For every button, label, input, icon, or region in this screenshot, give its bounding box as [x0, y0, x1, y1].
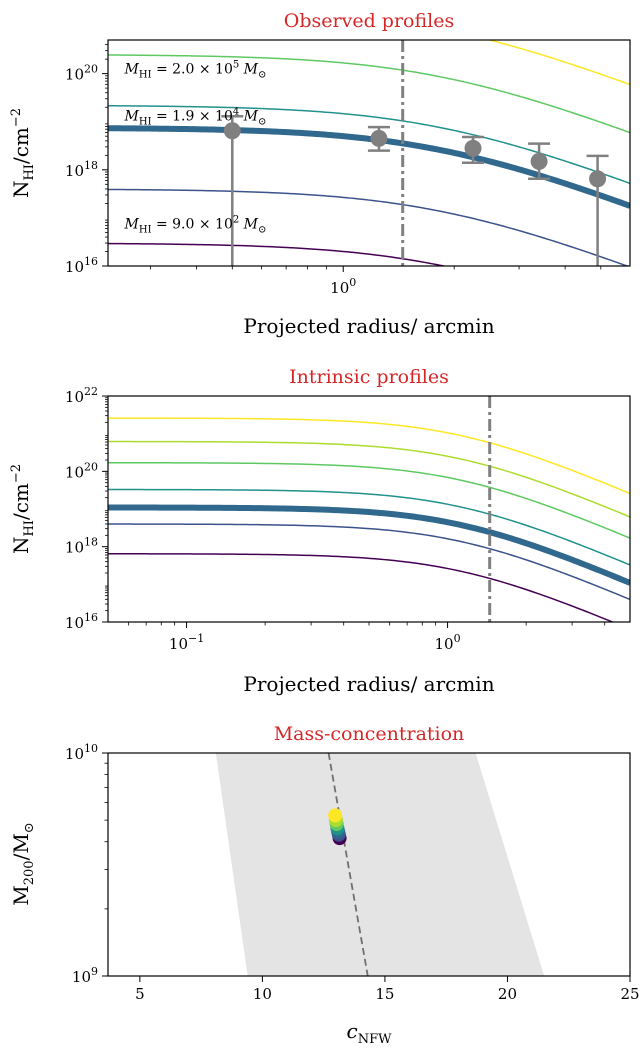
plot-area — [108, 40, 630, 266]
data-point-2 — [370, 129, 388, 147]
x-axis-label: Projected radius/ arcmin — [243, 314, 494, 338]
data-point-1 — [223, 122, 241, 140]
plot-area — [108, 396, 630, 622]
y-tick-label: 1010 — [65, 742, 98, 763]
scatter-point-7 — [328, 808, 343, 823]
y-axis-label: M200/M⊙ — [9, 822, 37, 905]
x-axis-label: Projected radius/ arcmin — [243, 672, 494, 696]
y-tick-label: 1018 — [65, 536, 98, 557]
profile-line-7 — [108, 417, 630, 495]
y-axis-label: NHI/cm−2 — [9, 464, 37, 554]
panel-mass-concentration: Mass-concentration 5 10 15 20 25 109 1010 cNFW… — [9, 723, 640, 1047]
y-tick-label: 1020 — [65, 63, 98, 84]
chart-title: Intrinsic profiles — [289, 366, 449, 388]
x-tick-label: 5 — [135, 985, 145, 1003]
x-tick-label: 20 — [498, 985, 517, 1003]
axis-ticks: 5 10 15 20 25 109 1010 — [65, 742, 640, 1003]
y-tick-label: 1022 — [65, 385, 98, 406]
profile-line-6 — [486, 40, 630, 86]
y-axis-label: NHI/cm−2 — [9, 108, 37, 198]
mass-concentration-relation — [327, 753, 369, 976]
x-tick-label: 10 — [253, 985, 272, 1003]
data-point-3 — [464, 139, 482, 157]
data-point-5 — [589, 170, 607, 188]
y-tick-label: 109 — [72, 965, 98, 986]
mass-annotation-1: MHI = 2.0 × 105 M⊙ — [124, 60, 267, 81]
annotations: MHI = 2.0 × 105 M⊙ MHI = 1.9 × 104 M⊙ MHI … — [124, 60, 267, 236]
chart-title: Observed profiles — [284, 10, 454, 32]
profile-line-4 — [108, 488, 630, 566]
x-tick-label: 100 — [330, 276, 356, 297]
scatter-band — [215, 753, 545, 976]
profile-line-3 — [108, 504, 630, 586]
plot-frame — [107, 752, 631, 977]
x-axis-label: cNFW — [347, 1019, 393, 1047]
mass-annotation-3: MHI = 9.0 × 102 M⊙ — [124, 215, 267, 236]
x-tick-label: 10−1 — [169, 632, 204, 653]
data-point-4 — [530, 152, 548, 170]
profile-line-1 — [108, 553, 615, 622]
y-tick-label: 1018 — [65, 159, 98, 180]
y-tick-label: 1016 — [65, 255, 98, 276]
x-tick-label: 15 — [375, 985, 394, 1003]
profile-line-3 — [108, 125, 630, 209]
profile-line-1 — [108, 242, 448, 266]
mass-annotation-2: MHI = 1.9 × 104 M⊙ — [124, 107, 267, 128]
axis-ticks: 1016 1018 1020 100 — [65, 44, 602, 297]
plot-frame — [107, 39, 631, 267]
profile-line-5 — [108, 461, 630, 539]
profile-line-5 — [108, 54, 630, 134]
profile-line-6 — [108, 440, 630, 518]
axis-ticks: 1016 1018 1020 1022 10−1 100 — [65, 385, 606, 653]
panel-observed: Observed profiles 1016 1018 1020 100 Projec… — [9, 10, 631, 338]
x-tick-label: 100 — [435, 632, 461, 653]
profile-line-2 — [108, 188, 630, 266]
plot-area — [215, 753, 545, 976]
chart-title: Mass-concentration — [274, 723, 465, 745]
y-tick-label: 1020 — [65, 460, 98, 481]
y-tick-label: 1016 — [65, 611, 98, 632]
x-tick-label: 25 — [620, 985, 639, 1003]
profile-line-2 — [108, 523, 630, 601]
